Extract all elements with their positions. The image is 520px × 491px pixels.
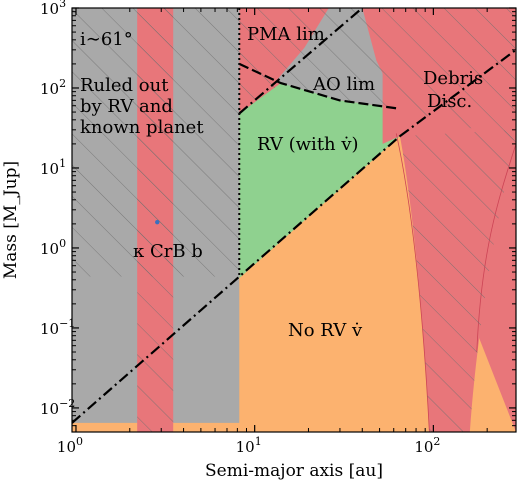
y-axis-label: Mass [M_Jup] xyxy=(1,161,21,279)
region-rv-detectable xyxy=(239,83,400,279)
hatch-debris xyxy=(399,129,516,432)
no-rv-trend-label: No RV v̇ xyxy=(288,320,363,341)
y-tick-label: 101 xyxy=(40,157,66,178)
y-tick-label: 102 xyxy=(40,77,66,98)
inclination: i∼61° xyxy=(80,29,133,50)
ruled-out-line-2: by RV and xyxy=(80,96,173,117)
x-tick-label: 102 xyxy=(414,435,440,456)
plot-frame xyxy=(71,7,517,433)
region-layer xyxy=(72,8,516,432)
planet-marker xyxy=(155,219,160,225)
hatch-upper xyxy=(239,8,516,141)
ruled-out-line-3: known planet xyxy=(80,117,204,138)
debris-label-line-1: Debris xyxy=(423,68,483,89)
line-rv-trend-extension xyxy=(399,48,516,138)
line-pma-limit xyxy=(238,8,363,115)
ao-limit-label: AO lim xyxy=(312,74,375,95)
x-axis-label: Semi-major axis [au] xyxy=(205,461,383,481)
y-tick-label: 10−1 xyxy=(40,317,75,338)
debris-label-line-2: Disc. xyxy=(427,91,472,112)
line-ao-limit xyxy=(238,62,401,110)
rv-with-trend-label: RV (with v̇) xyxy=(257,134,359,155)
hatch-red-band xyxy=(137,8,174,432)
y-tick-label: 100 xyxy=(40,237,66,258)
pma-limit-label: PMA lim xyxy=(247,24,325,45)
y-tick-label: 10−2 xyxy=(40,397,75,418)
debris-edge-inner xyxy=(395,133,430,432)
x-tick-label: 101 xyxy=(236,435,262,456)
ruled-out-line-1: Ruled out xyxy=(80,75,169,96)
planet-label: κ CrB b xyxy=(133,241,203,262)
line-rv-trend-limit xyxy=(72,135,401,424)
boundary-line-layer xyxy=(72,8,516,424)
x-tick-label: 100 xyxy=(57,435,83,456)
y-tick-label: 103 xyxy=(40,0,66,18)
